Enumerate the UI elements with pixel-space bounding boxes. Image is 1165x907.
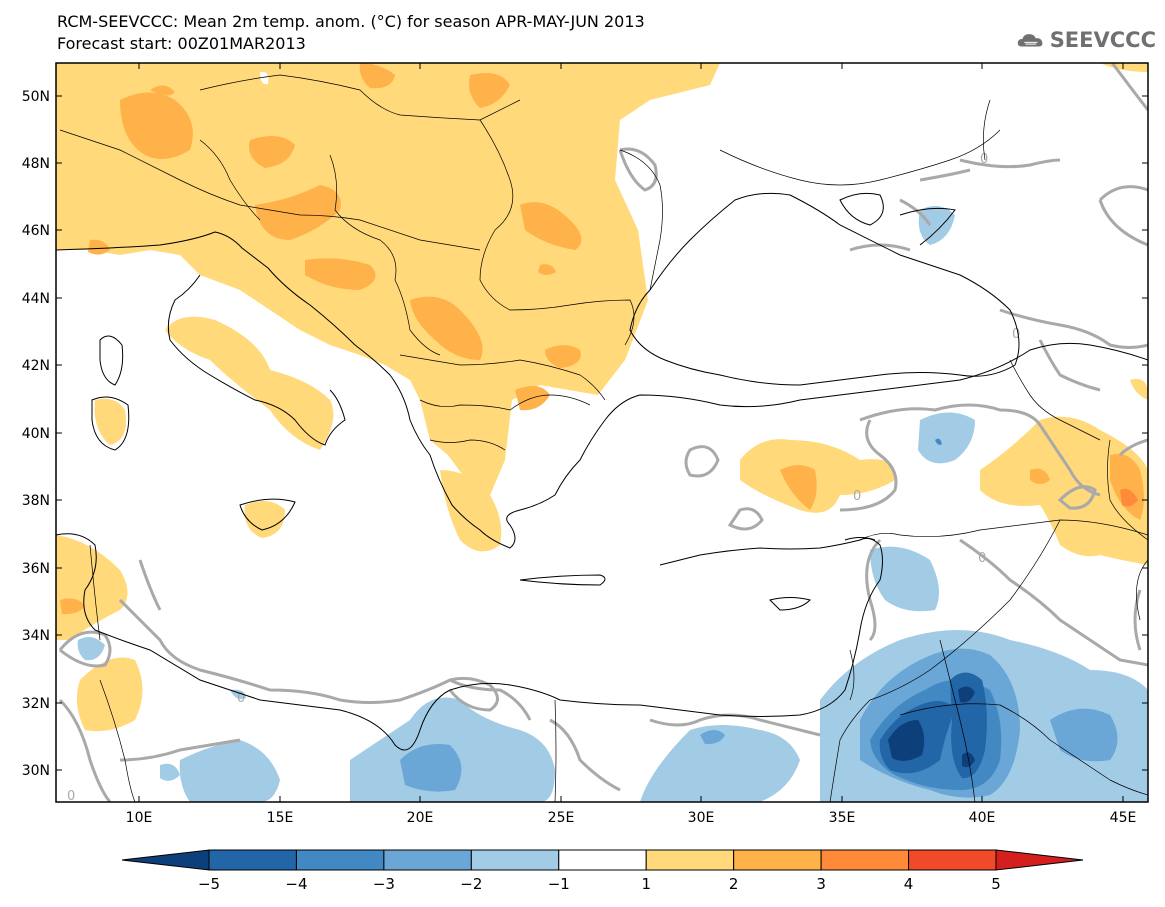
contour-label: 0 — [67, 789, 75, 804]
colorbar-segment — [470, 849, 560, 871]
warm-anomaly-region-ne-corner — [1100, 63, 1148, 72]
lat-label: 48N — [22, 156, 50, 172]
lat-label: 36N — [22, 561, 50, 577]
lat-label: 40N — [22, 426, 50, 442]
map-title: RCM-SEEVCCC: Mean 2m temp. anom. (°C) fo… — [57, 12, 645, 31]
colorbar-tick-label: −5 — [198, 875, 220, 893]
colorbar-segment — [645, 849, 735, 871]
warm-anomaly-region-libya — [76, 657, 143, 732]
colorbar-segment — [295, 849, 385, 871]
colorbar-tick-label: 4 — [904, 875, 914, 893]
lat-label: 34N — [22, 628, 50, 644]
colorbar: −5 −4 −3 −2 −1 1 2 3 4 5 — [121, 849, 1084, 893]
anomaly-field: 0 0 0 0 0 0 — [56, 63, 1148, 804]
lon-label: 20E — [407, 810, 434, 826]
warm-anomaly-region-sicily — [244, 501, 285, 538]
colorbar-tick-label: −3 — [373, 875, 395, 893]
colorbar-upper-extension — [995, 849, 1084, 871]
colorbar-segment — [558, 849, 647, 871]
lat-label: 44N — [22, 291, 50, 307]
seevccc-logo: SEEVCCC — [1016, 22, 1156, 58]
warm-anomaly-region-greece — [440, 470, 502, 552]
warm-anomaly-region-east — [980, 416, 1148, 565]
contour-label: 0 — [853, 489, 861, 504]
colorbar-segment — [383, 849, 472, 871]
colorbar-tick-label: −4 — [285, 875, 307, 893]
lon-label: 15E — [267, 810, 294, 826]
warm-anomaly-region-europe — [56, 63, 720, 500]
colorbar-tick-label: 5 — [991, 875, 1001, 893]
contour-label: 0 — [980, 152, 988, 167]
contour-label: 0 — [237, 691, 245, 706]
zero-contours — [58, 63, 1148, 802]
contour-label: 0 — [978, 551, 986, 566]
lon-label: 10E — [126, 810, 153, 826]
warm-anomaly-region-sardinia — [94, 398, 126, 445]
colorbar-tick-label: 2 — [729, 875, 739, 893]
colorbar-tick-label: 3 — [816, 875, 826, 893]
warm-anomaly-region-anatolia — [740, 439, 896, 513]
warm-anomaly-region-italy — [165, 316, 334, 450]
coastlines — [56, 192, 1148, 751]
lat-label: 30N — [22, 763, 50, 779]
longitude-axis: 10E 15E 20E 25E 30E 35E 40E 45E — [126, 63, 1137, 826]
lon-label: 30E — [688, 810, 715, 826]
lat-label: 46N — [22, 223, 50, 239]
colorbar-tick-label: −2 — [460, 875, 482, 893]
lon-label: 40E — [969, 810, 996, 826]
lon-label: 45E — [1110, 810, 1137, 826]
country-borders — [59, 74, 1148, 802]
lat-label: 50N — [22, 89, 50, 105]
latitude-axis: 50N 48N 46N 44N 42N 40N 38N 36N 34N 32N … — [22, 89, 1148, 779]
cloud-icon — [1017, 34, 1043, 47]
colorbar-tick-label: −1 — [548, 875, 570, 893]
colorbar-segment — [820, 849, 910, 871]
lat-label: 32N — [22, 696, 50, 712]
logo-text: SEEVCCC — [1049, 28, 1156, 52]
cool-anomaly-region-strongest — [888, 686, 975, 768]
forecast-start-subtitle: Forecast start: 00Z01MAR2013 — [57, 34, 306, 53]
warm-anomaly-patches — [60, 63, 1144, 615]
lat-label: 38N — [22, 493, 50, 509]
contour-label: 0 — [1012, 327, 1020, 342]
lon-label: 25E — [548, 810, 575, 826]
colorbar-segment — [208, 849, 297, 871]
warm-anomaly-region-caucasus — [1130, 379, 1148, 400]
colorbar-tick-label: 1 — [641, 875, 651, 893]
colorbar-segment — [908, 849, 997, 871]
colorbar-segment — [733, 849, 822, 871]
colorbar-lower-extension — [121, 849, 210, 871]
lat-label: 42N — [22, 358, 50, 374]
warm-anomaly-region-tunisia — [56, 535, 128, 640]
lon-label: 35E — [829, 810, 856, 826]
